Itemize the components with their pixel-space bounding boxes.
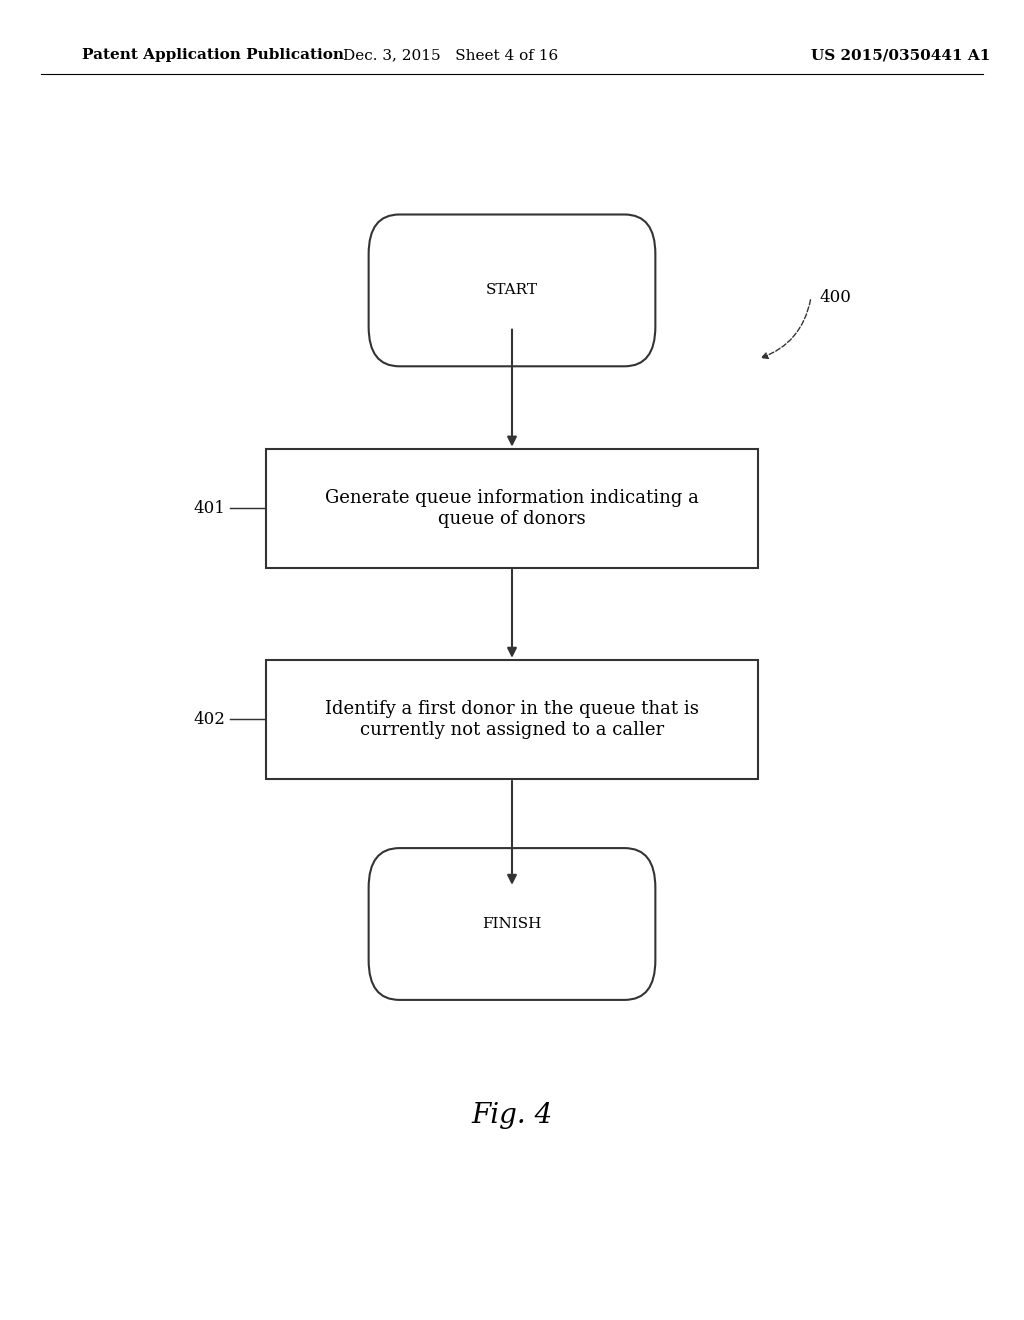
Bar (266, 660, 758, 779)
Text: Patent Application Publication: Patent Application Publication (82, 49, 344, 62)
Text: 402: 402 (194, 711, 225, 727)
FancyArrowPatch shape (762, 300, 811, 358)
Bar (266, 449, 758, 568)
Text: Identify a first donor in the queue that is
currently not assigned to a caller: Identify a first donor in the queue that… (325, 700, 699, 739)
Text: FINISH: FINISH (482, 917, 542, 931)
FancyBboxPatch shape (369, 849, 655, 1001)
Text: Dec. 3, 2015   Sheet 4 of 16: Dec. 3, 2015 Sheet 4 of 16 (343, 49, 558, 62)
Text: START: START (486, 284, 538, 297)
Text: US 2015/0350441 A1: US 2015/0350441 A1 (811, 49, 991, 62)
FancyBboxPatch shape (369, 214, 655, 366)
Text: 401: 401 (194, 500, 225, 516)
Text: Generate queue information indicating a
queue of donors: Generate queue information indicating a … (325, 488, 699, 528)
Text: 400: 400 (819, 289, 851, 305)
Text: Fig. 4: Fig. 4 (471, 1102, 553, 1129)
